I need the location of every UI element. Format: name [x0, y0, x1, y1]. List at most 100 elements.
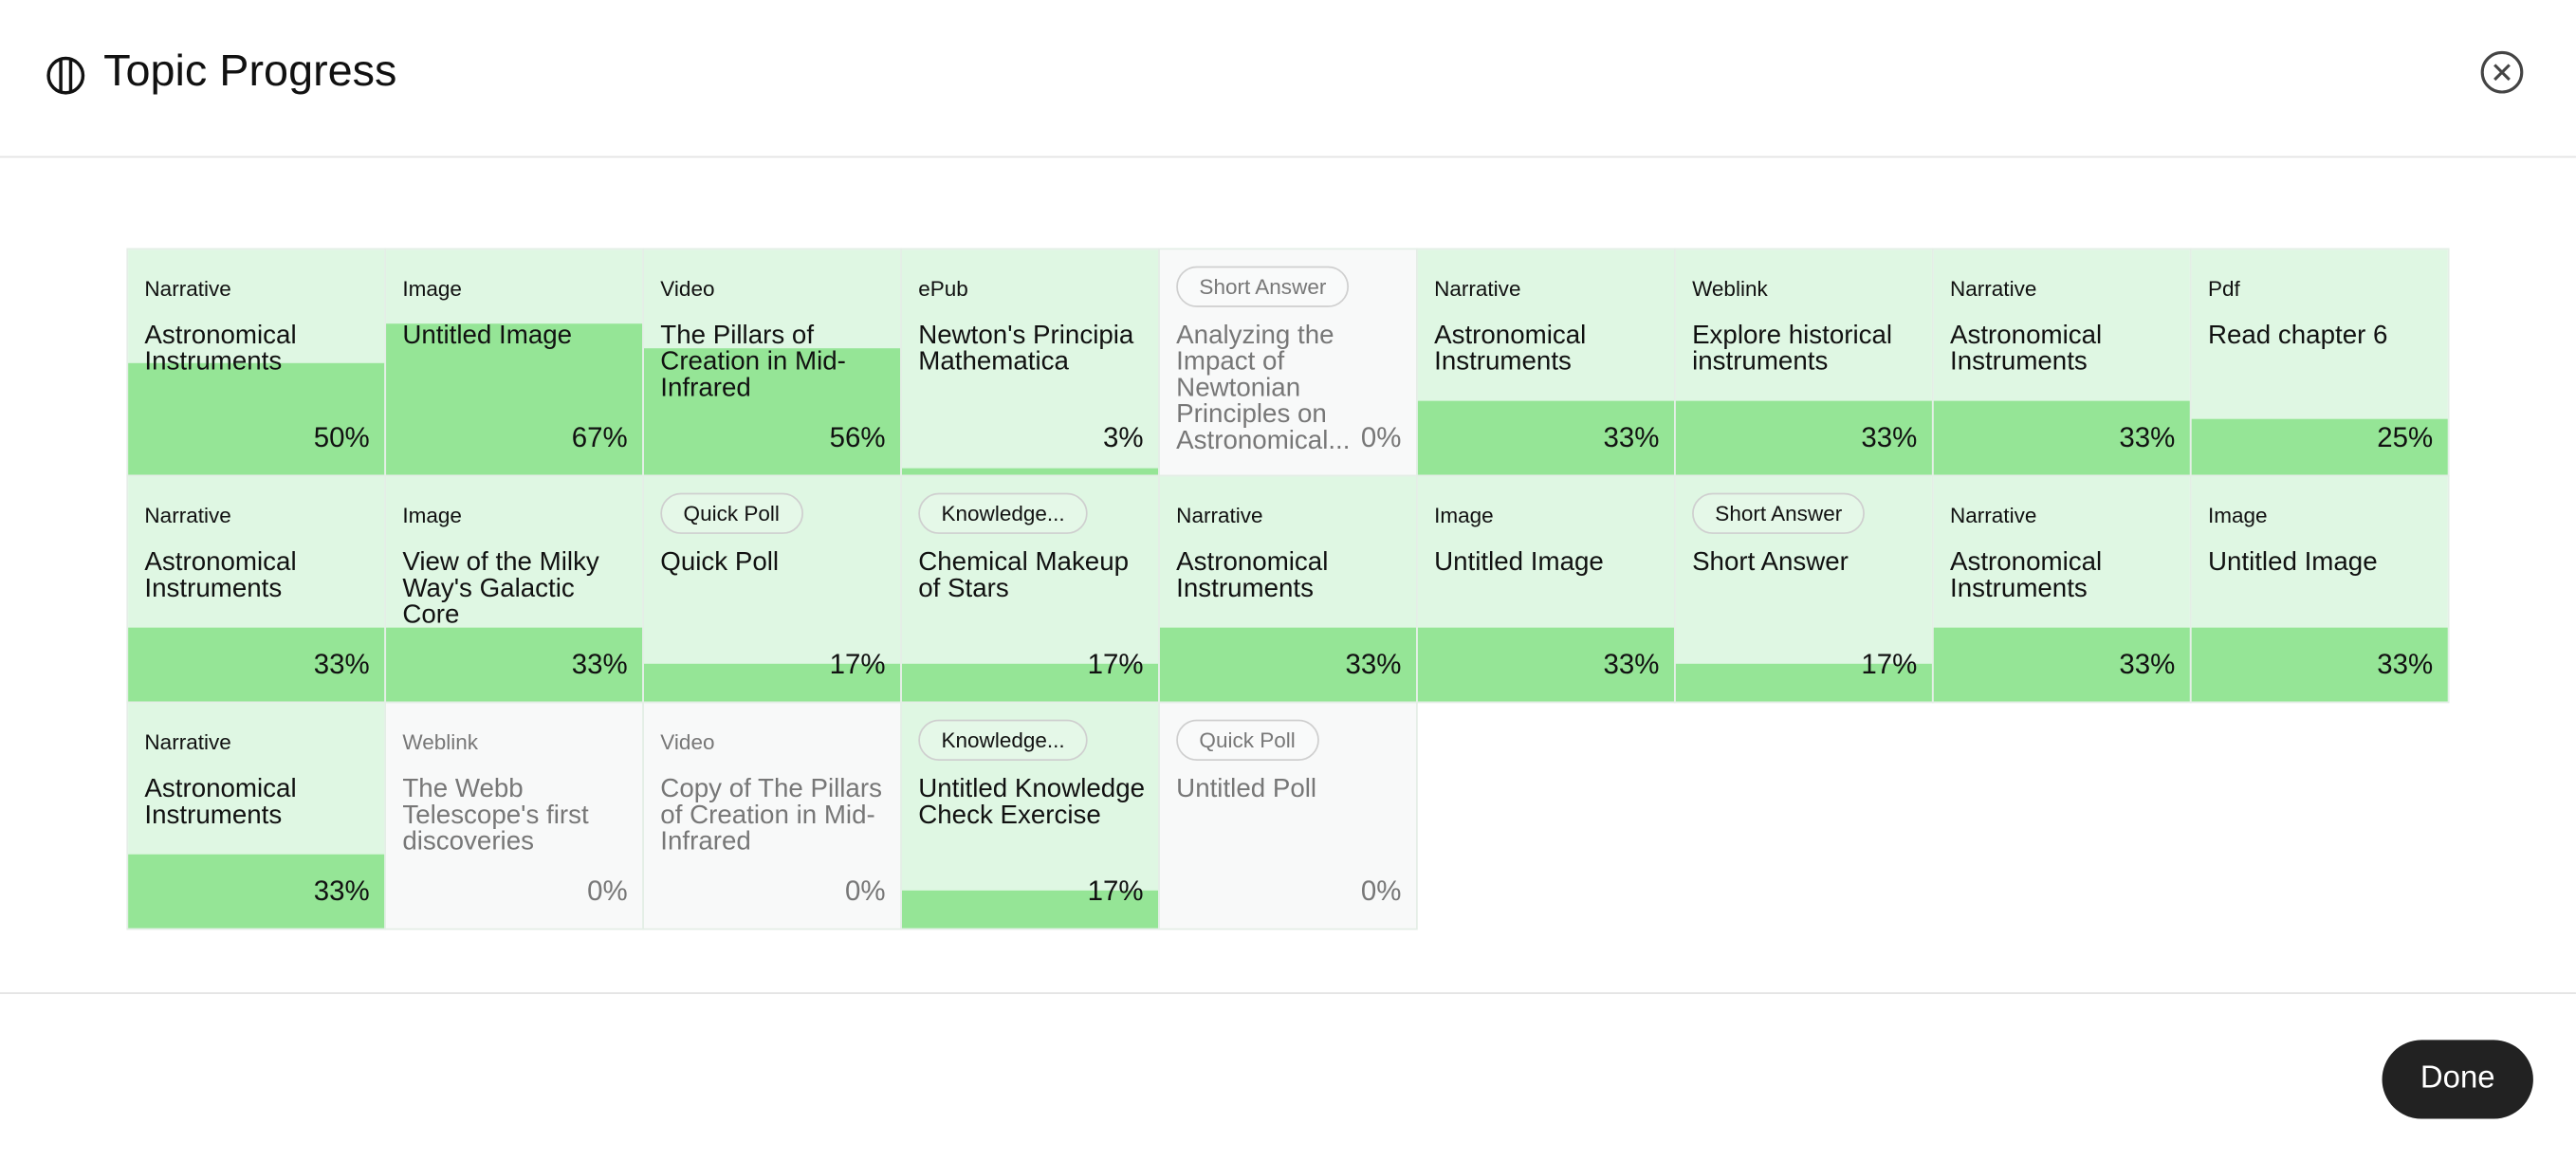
progress-fill: [643, 348, 901, 475]
progress-label: 33%: [2119, 649, 2176, 681]
tile-title: Untitled Image: [402, 322, 573, 350]
progress-label: 50%: [313, 422, 370, 454]
content-tile[interactable]: Narrative Astronomical Instruments 33%: [1931, 474, 2192, 704]
close-button[interactable]: [2479, 49, 2525, 95]
type-label: Narrative: [144, 275, 231, 301]
type-label: Image: [2207, 503, 2268, 528]
progress-fill: [1159, 627, 1417, 702]
content-tile[interactable]: Narrative Astronomical Instruments 33%: [126, 701, 387, 931]
tile-title: Quick Poll: [660, 548, 780, 577]
content-tile[interactable]: Short Answer Analyzing the Impact of Newt…: [1158, 248, 1418, 477]
content-tile[interactable]: Video The Pillars of Creation in Mid-Infr…: [642, 248, 902, 477]
tile-title: Untitled Poll: [1176, 775, 1317, 803]
progress-fill: [386, 627, 643, 702]
type-badge: Knowledge...: [918, 492, 1088, 534]
tile-title: Newton's Principia Mathematica: [918, 322, 1134, 377]
progress-label: 17%: [1087, 875, 1144, 908]
type-label: Video: [660, 275, 715, 301]
content-tile[interactable]: Pdf Read chapter 6 25%: [2189, 248, 2450, 477]
progress-label: 33%: [313, 875, 370, 908]
content-tile[interactable]: Quick Poll Quick Poll 17%: [642, 474, 902, 704]
tile-title: View of the Milky Way's Galactic Core: [402, 548, 599, 630]
type-badge: Quick Poll: [660, 492, 803, 534]
progress-label: 3%: [1102, 422, 1144, 454]
divider: [0, 992, 2576, 994]
tile-title: Astronomical Instruments: [144, 322, 297, 377]
progress-fill: [128, 627, 385, 702]
tile-title: Astronomical Instruments: [144, 548, 297, 603]
type-label: Narrative: [1950, 275, 2037, 301]
content-tile[interactable]: Image View of the Milky Way's Galactic Co…: [384, 474, 644, 704]
type-label: Image: [1434, 503, 1494, 528]
progress-label: 17%: [1861, 649, 1918, 681]
content-tile[interactable]: Narrative Astronomical Instruments 33%: [1416, 248, 1676, 477]
content-tile[interactable]: Video Copy of The Pillars of Creation in …: [642, 701, 902, 931]
progress-label: 33%: [2377, 649, 2434, 681]
progress-fill: [128, 361, 385, 475]
content-tile[interactable]: Weblink The Webb Telescope's first discov…: [384, 701, 644, 931]
progress-label: 33%: [2119, 422, 2176, 454]
progress-label: 33%: [313, 649, 370, 681]
progress-fill: [1933, 627, 2190, 702]
progress-label: 17%: [829, 649, 886, 681]
content-tile[interactable]: Narrative Astronomical Instruments 33%: [126, 474, 387, 704]
tile-title: Astronomical Instruments: [1176, 548, 1329, 603]
type-label: Image: [402, 275, 462, 301]
done-button[interactable]: Done: [2382, 1040, 2533, 1119]
tile-title: Chemical Makeup of Stars: [918, 548, 1130, 603]
tile-title: Short Answer: [1692, 548, 1849, 577]
tile-title: Read chapter 6: [2207, 322, 2388, 350]
progress-label: 33%: [1345, 649, 1402, 681]
content-tile[interactable]: ePub Newton's Principia Mathematica 3%: [900, 248, 1160, 477]
content-tile[interactable]: Short Answer Short Answer 17%: [1674, 474, 1934, 704]
tile-title: The Webb Telescope's first discoveries: [402, 775, 589, 857]
progress-fill: [1675, 400, 1932, 475]
content-tile[interactable]: Image Untitled Image 33%: [2189, 474, 2450, 704]
progress-fill: [128, 854, 385, 929]
progress-label: 33%: [1861, 422, 1918, 454]
type-label: Weblink: [402, 729, 479, 755]
content-tile[interactable]: Narrative Astronomical Instruments 33%: [1158, 474, 1418, 704]
type-label: Narrative: [144, 503, 231, 528]
tile-title: Untitled Image: [2207, 548, 2378, 577]
progress-fill: [2191, 418, 2448, 475]
progress-fill: [1417, 627, 1675, 702]
dialog-title: Topic Progress: [103, 46, 397, 96]
progress-fill: [901, 663, 1159, 702]
tile-title: Untitled Image: [1434, 548, 1604, 577]
tile-title: Explore historical instruments: [1692, 322, 1893, 377]
progress-fill: [1417, 400, 1675, 475]
content-tile[interactable]: Quick Poll Untitled Poll 0%: [1158, 701, 1418, 931]
progress-label: 0%: [845, 875, 886, 908]
progress-label: 25%: [2377, 422, 2434, 454]
progress-label: 0%: [1360, 875, 1402, 908]
tile-title: The Pillars of Creation in Mid-Infrared: [660, 322, 846, 403]
topic-icon: [46, 56, 85, 95]
progress-fill: [643, 663, 901, 702]
progress-label: 33%: [571, 649, 628, 681]
progress-label: 33%: [1603, 422, 1660, 454]
type-badge: Short Answer: [1176, 266, 1350, 307]
progress-fill: [386, 323, 643, 475]
tile-title: Astronomical Instruments: [1950, 322, 2103, 377]
progress-fill: [2191, 627, 2448, 702]
progress-label: 17%: [1087, 649, 1144, 681]
tile-title: Untitled Knowledge Check Exercise: [918, 775, 1146, 830]
type-badge: Short Answer: [1692, 492, 1866, 534]
content-tile[interactable]: Knowledge... Chemical Makeup of Stars 17%: [900, 474, 1160, 704]
type-label: Image: [402, 503, 462, 528]
progress-fill: [1675, 663, 1932, 702]
type-label: Narrative: [1950, 503, 2037, 528]
progress-fill: [901, 890, 1159, 929]
type-badge: Quick Poll: [1176, 719, 1319, 761]
content-tile[interactable]: Weblink Explore historical instruments 33%: [1674, 248, 1934, 477]
progress-label: 56%: [829, 422, 886, 454]
content-tile[interactable]: Narrative Astronomical Instruments 50%: [126, 248, 387, 477]
progress-label: 67%: [571, 422, 628, 454]
content-tile[interactable]: Image Untitled Image 33%: [1416, 474, 1676, 704]
content-tile[interactable]: Image Untitled Image 67%: [384, 248, 644, 477]
content-tile[interactable]: Knowledge... Untitled Knowledge Check Exe…: [900, 701, 1160, 931]
progress-label: 33%: [1603, 649, 1660, 681]
content-tile[interactable]: Narrative Astronomical Instruments 33%: [1931, 248, 2192, 477]
